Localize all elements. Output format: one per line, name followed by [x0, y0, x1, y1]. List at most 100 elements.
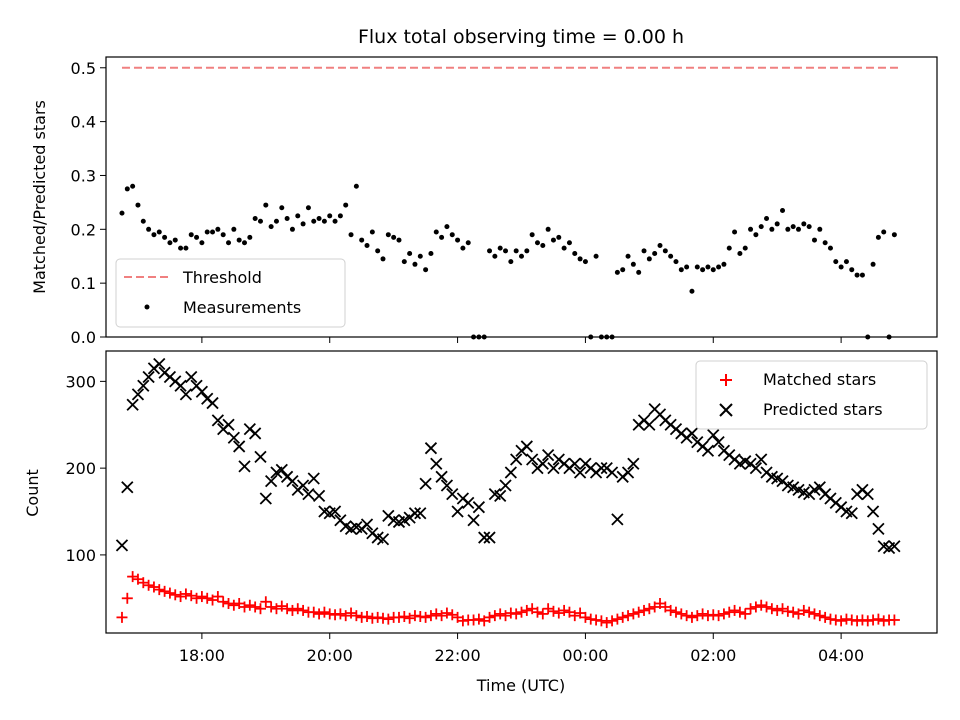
predicted-star-point	[446, 488, 459, 501]
measurement-point	[833, 259, 839, 265]
matched-star-point	[713, 610, 725, 622]
matched-star-point	[345, 607, 357, 619]
matched-star-point	[734, 606, 746, 618]
predicted-star-point	[206, 396, 219, 410]
measurement-point	[305, 205, 311, 211]
measurement-point	[321, 218, 327, 224]
measurement-point	[124, 186, 130, 192]
predicted-star-point	[467, 514, 480, 527]
predicted-star-point	[872, 522, 885, 536]
predicted-star-point	[547, 462, 560, 475]
measurement-point	[822, 240, 828, 246]
measurement-point	[705, 264, 711, 270]
measurement-point	[875, 234, 881, 240]
top-y-ticks: 0.0 0.1 0.2 0.3 0.4 0.5	[71, 59, 106, 347]
predicted-star-point	[376, 533, 390, 546]
measurement-point	[439, 234, 445, 240]
measurement-point	[721, 261, 727, 267]
legend-threshold-label: Threshold	[182, 268, 262, 287]
matched-star-point	[249, 601, 261, 613]
predicted-star-point	[685, 427, 699, 440]
matched-star-point	[489, 610, 501, 622]
predicted-star-point	[259, 492, 272, 505]
measurement-point	[140, 218, 146, 224]
measurement-point	[455, 237, 461, 243]
measurement-point	[364, 242, 370, 248]
measurement-point	[891, 232, 897, 238]
matched-star-point	[569, 610, 581, 622]
matched-star-point	[265, 601, 277, 613]
measurement-point	[151, 232, 157, 238]
predicted-star-point	[568, 457, 581, 470]
matched-star-point	[340, 610, 352, 622]
bottom-marks	[115, 357, 901, 629]
predicted-star-point	[222, 418, 235, 431]
predicted-star-point	[494, 489, 507, 503]
measurement-point	[577, 256, 583, 262]
measurement-point	[657, 242, 663, 248]
measurement-point	[849, 267, 855, 273]
measurement-point	[167, 240, 173, 246]
matched-star-point	[819, 611, 831, 623]
predicted-star-point	[861, 488, 874, 501]
measurement-point	[332, 218, 338, 224]
predicted-star-point	[605, 466, 619, 479]
measurement-point	[119, 210, 125, 216]
predicted-star-point	[408, 507, 422, 520]
measurement-point	[130, 183, 136, 189]
matched-star-point	[729, 604, 741, 616]
predicted-star-point	[233, 440, 246, 453]
matched-star-point	[201, 592, 213, 604]
measurement-point	[662, 248, 668, 254]
measurement-point	[353, 183, 359, 189]
matched-star-point	[808, 608, 820, 620]
matched-star-point	[436, 610, 448, 622]
bottom-legend: Matched stars Predicted stars	[695, 360, 928, 430]
bottom-y-tick-label: 100	[65, 546, 96, 565]
measurement-point	[673, 259, 679, 265]
matched-star-point	[228, 599, 240, 611]
matched-star-point	[553, 607, 565, 619]
top-legend-box	[115, 258, 346, 328]
bottom-x-tick-label: 02:00	[690, 646, 736, 665]
predicted-star-point	[227, 431, 240, 444]
matched-star-point	[420, 611, 432, 623]
matched-star-point	[297, 604, 309, 616]
predicted-star-point	[328, 505, 342, 518]
bottom-x-tick-label: 20:00	[307, 646, 353, 665]
predicted-star-point	[888, 540, 901, 553]
bottom-x-tick-label: 00:00	[562, 646, 608, 665]
measurement-point	[700, 267, 706, 273]
matched-star-point	[787, 606, 799, 618]
predicted-star-point	[472, 501, 486, 514]
measurement-point	[668, 253, 674, 259]
matched-star-point	[191, 592, 203, 604]
measurement-point	[870, 261, 876, 267]
predicted-star-point	[755, 453, 768, 466]
predicted-star-point	[845, 507, 858, 520]
matched-star-point	[361, 611, 373, 623]
measurement-point	[257, 218, 263, 224]
measurement-point	[534, 240, 540, 246]
measurement-point	[172, 237, 178, 243]
measurement-point	[561, 245, 567, 251]
measurement-point	[146, 226, 152, 232]
measurement-point	[843, 259, 849, 265]
measurement-point	[641, 248, 647, 254]
predicted-star-point	[424, 442, 438, 455]
measurement-point	[449, 232, 455, 238]
predicted-star-point	[510, 453, 523, 466]
matched-star-point	[430, 608, 442, 620]
matched-star-point	[175, 591, 187, 603]
matched-star-point	[547, 605, 559, 617]
measurement-point	[252, 216, 258, 222]
predicted-star-point	[264, 475, 278, 488]
measurement-point	[215, 226, 221, 232]
measurement-point	[827, 245, 833, 251]
legend-matched-swatch	[720, 374, 732, 386]
measurement-point	[226, 240, 232, 246]
predicted-star-point	[483, 531, 496, 544]
matched-star-point	[643, 603, 655, 615]
measurement-point	[337, 213, 343, 219]
bottom-x-ticks: 18:00 20:00 22:00 00:00 02:00 04:00	[179, 633, 864, 665]
